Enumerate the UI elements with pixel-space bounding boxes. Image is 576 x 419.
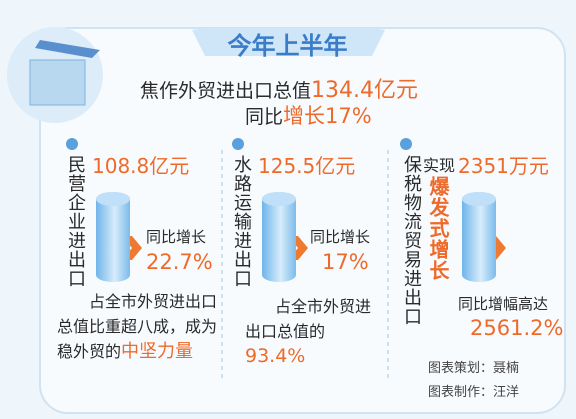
note-text: 占全市外贸进出口总值比重超八成，成为稳外贸的 xyxy=(57,292,218,361)
amount: 108.8亿元 xyxy=(92,154,190,178)
note-highlight: 中坚力量 xyxy=(121,341,194,362)
growth-label: 同比增长 xyxy=(310,228,371,246)
summary-text: 同比 xyxy=(245,106,284,128)
cylinder xyxy=(462,192,496,282)
note-text: 占全市外贸进出口总值的 xyxy=(245,297,372,341)
amount-prefix: 实现 xyxy=(423,156,456,175)
summary-line: 同比增长17% xyxy=(245,100,372,130)
growth: 17% xyxy=(322,250,369,274)
note: 占全市外贸进出口总值比重超八成，成为稳外贸的中坚力量 xyxy=(57,289,217,364)
amount: 125.5亿元 xyxy=(258,154,356,178)
summary-line: 焦作外贸进出口总值134.4亿元 xyxy=(140,72,418,104)
title: 今年上半年 xyxy=(227,32,348,60)
panel-label: 水路运输进出口 xyxy=(231,155,252,288)
summary-value: 增长17% xyxy=(283,104,372,128)
growth-label: 同比增幅高达 xyxy=(458,295,549,313)
panel-label: 保税物流贸易进出口 xyxy=(401,155,422,326)
summary-text: 焦作外贸进出口总值 xyxy=(140,80,312,102)
note: 占全市外贸进出口总值的 93.4% xyxy=(245,294,375,369)
growth-label: 同比增长 xyxy=(146,228,207,246)
cylinder xyxy=(96,192,130,282)
summary-value: 134.4亿元 xyxy=(311,78,418,103)
note-highlight: 93.4% xyxy=(245,345,306,367)
amount: 2351万元 xyxy=(458,154,549,178)
growth: 2561.2% xyxy=(470,316,564,340)
credit: 图表策划：聂楠 xyxy=(428,361,520,376)
panel-label: 民营企业进出口 xyxy=(65,155,86,288)
cylinder xyxy=(262,192,296,282)
highlight: 爆发式增长 xyxy=(426,176,450,281)
growth: 22.7% xyxy=(146,250,213,274)
credit: 图表制作：汪洋 xyxy=(428,385,520,400)
